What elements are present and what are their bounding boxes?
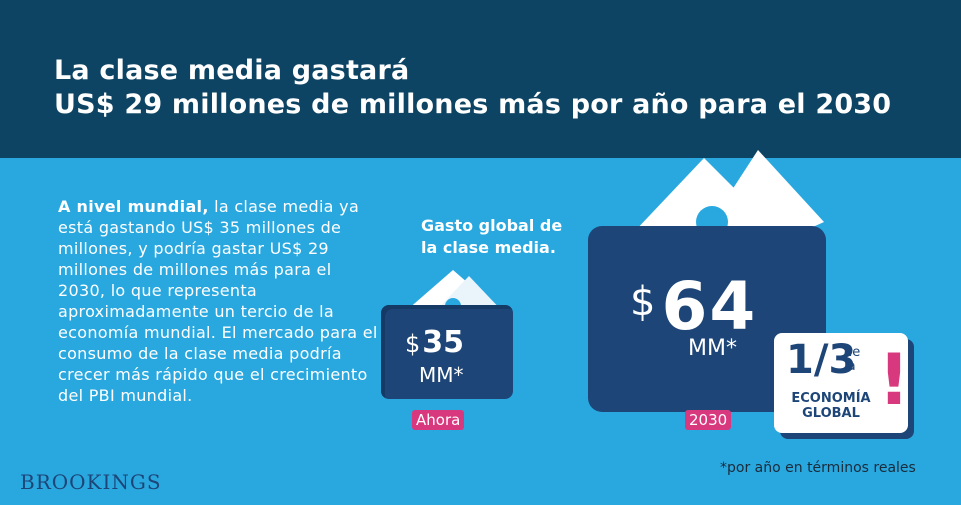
future-dollar-sign: $ — [630, 279, 658, 325]
future-amount-value: 64 — [661, 268, 758, 345]
description-intro: A nivel mundial, — [58, 197, 209, 216]
share-de: de — [844, 345, 861, 360]
description-text: la clase media ya está gastando US$ 35 m… — [58, 197, 378, 405]
share-de-la: de la — [844, 346, 860, 374]
now-amount: $35 — [405, 325, 464, 360]
share-economia: ECONOMÍA — [791, 391, 871, 406]
share-economy-label: ECONOMÍA GLOBAL — [788, 391, 874, 421]
share-fraction: 1/3 — [786, 337, 857, 383]
economy-share-box: 1/3 de la ECONOMÍA GLOBAL ! — [774, 333, 910, 433]
page-title: La clase media gastará US$ 29 millones d… — [54, 54, 891, 122]
now-unit: MM* — [419, 363, 464, 387]
gasto-label-line-1: Gasto global de — [421, 216, 563, 235]
small-wallet — [381, 305, 513, 399]
future-amount: $64 — [630, 268, 757, 345]
now-dollar-sign: $ — [405, 330, 421, 358]
brookings-logo: BROOKINGS — [20, 470, 162, 494]
description-paragraph: A nivel mundial, la clase media ya está … — [58, 196, 378, 406]
share-global: GLOBAL — [802, 406, 860, 421]
footnote: *por año en términos reales — [720, 460, 916, 476]
gasto-label: Gasto global de la clase media. — [421, 215, 562, 259]
now-amount-value: 35 — [422, 325, 465, 360]
title-line-1: La clase media gastará — [54, 55, 410, 86]
header-banner: La clase media gastará US$ 29 millones d… — [0, 0, 961, 158]
gasto-label-line-2: la clase media. — [421, 238, 556, 257]
title-line-2: US$ 29 millones de millones más por año … — [54, 89, 892, 120]
future-label-badge: 2030 — [685, 410, 732, 430]
exclamation-icon: ! — [878, 339, 910, 421]
future-unit: MM* — [688, 336, 737, 361]
share-la: la — [844, 359, 856, 374]
now-label-badge: Ahora — [412, 410, 465, 430]
